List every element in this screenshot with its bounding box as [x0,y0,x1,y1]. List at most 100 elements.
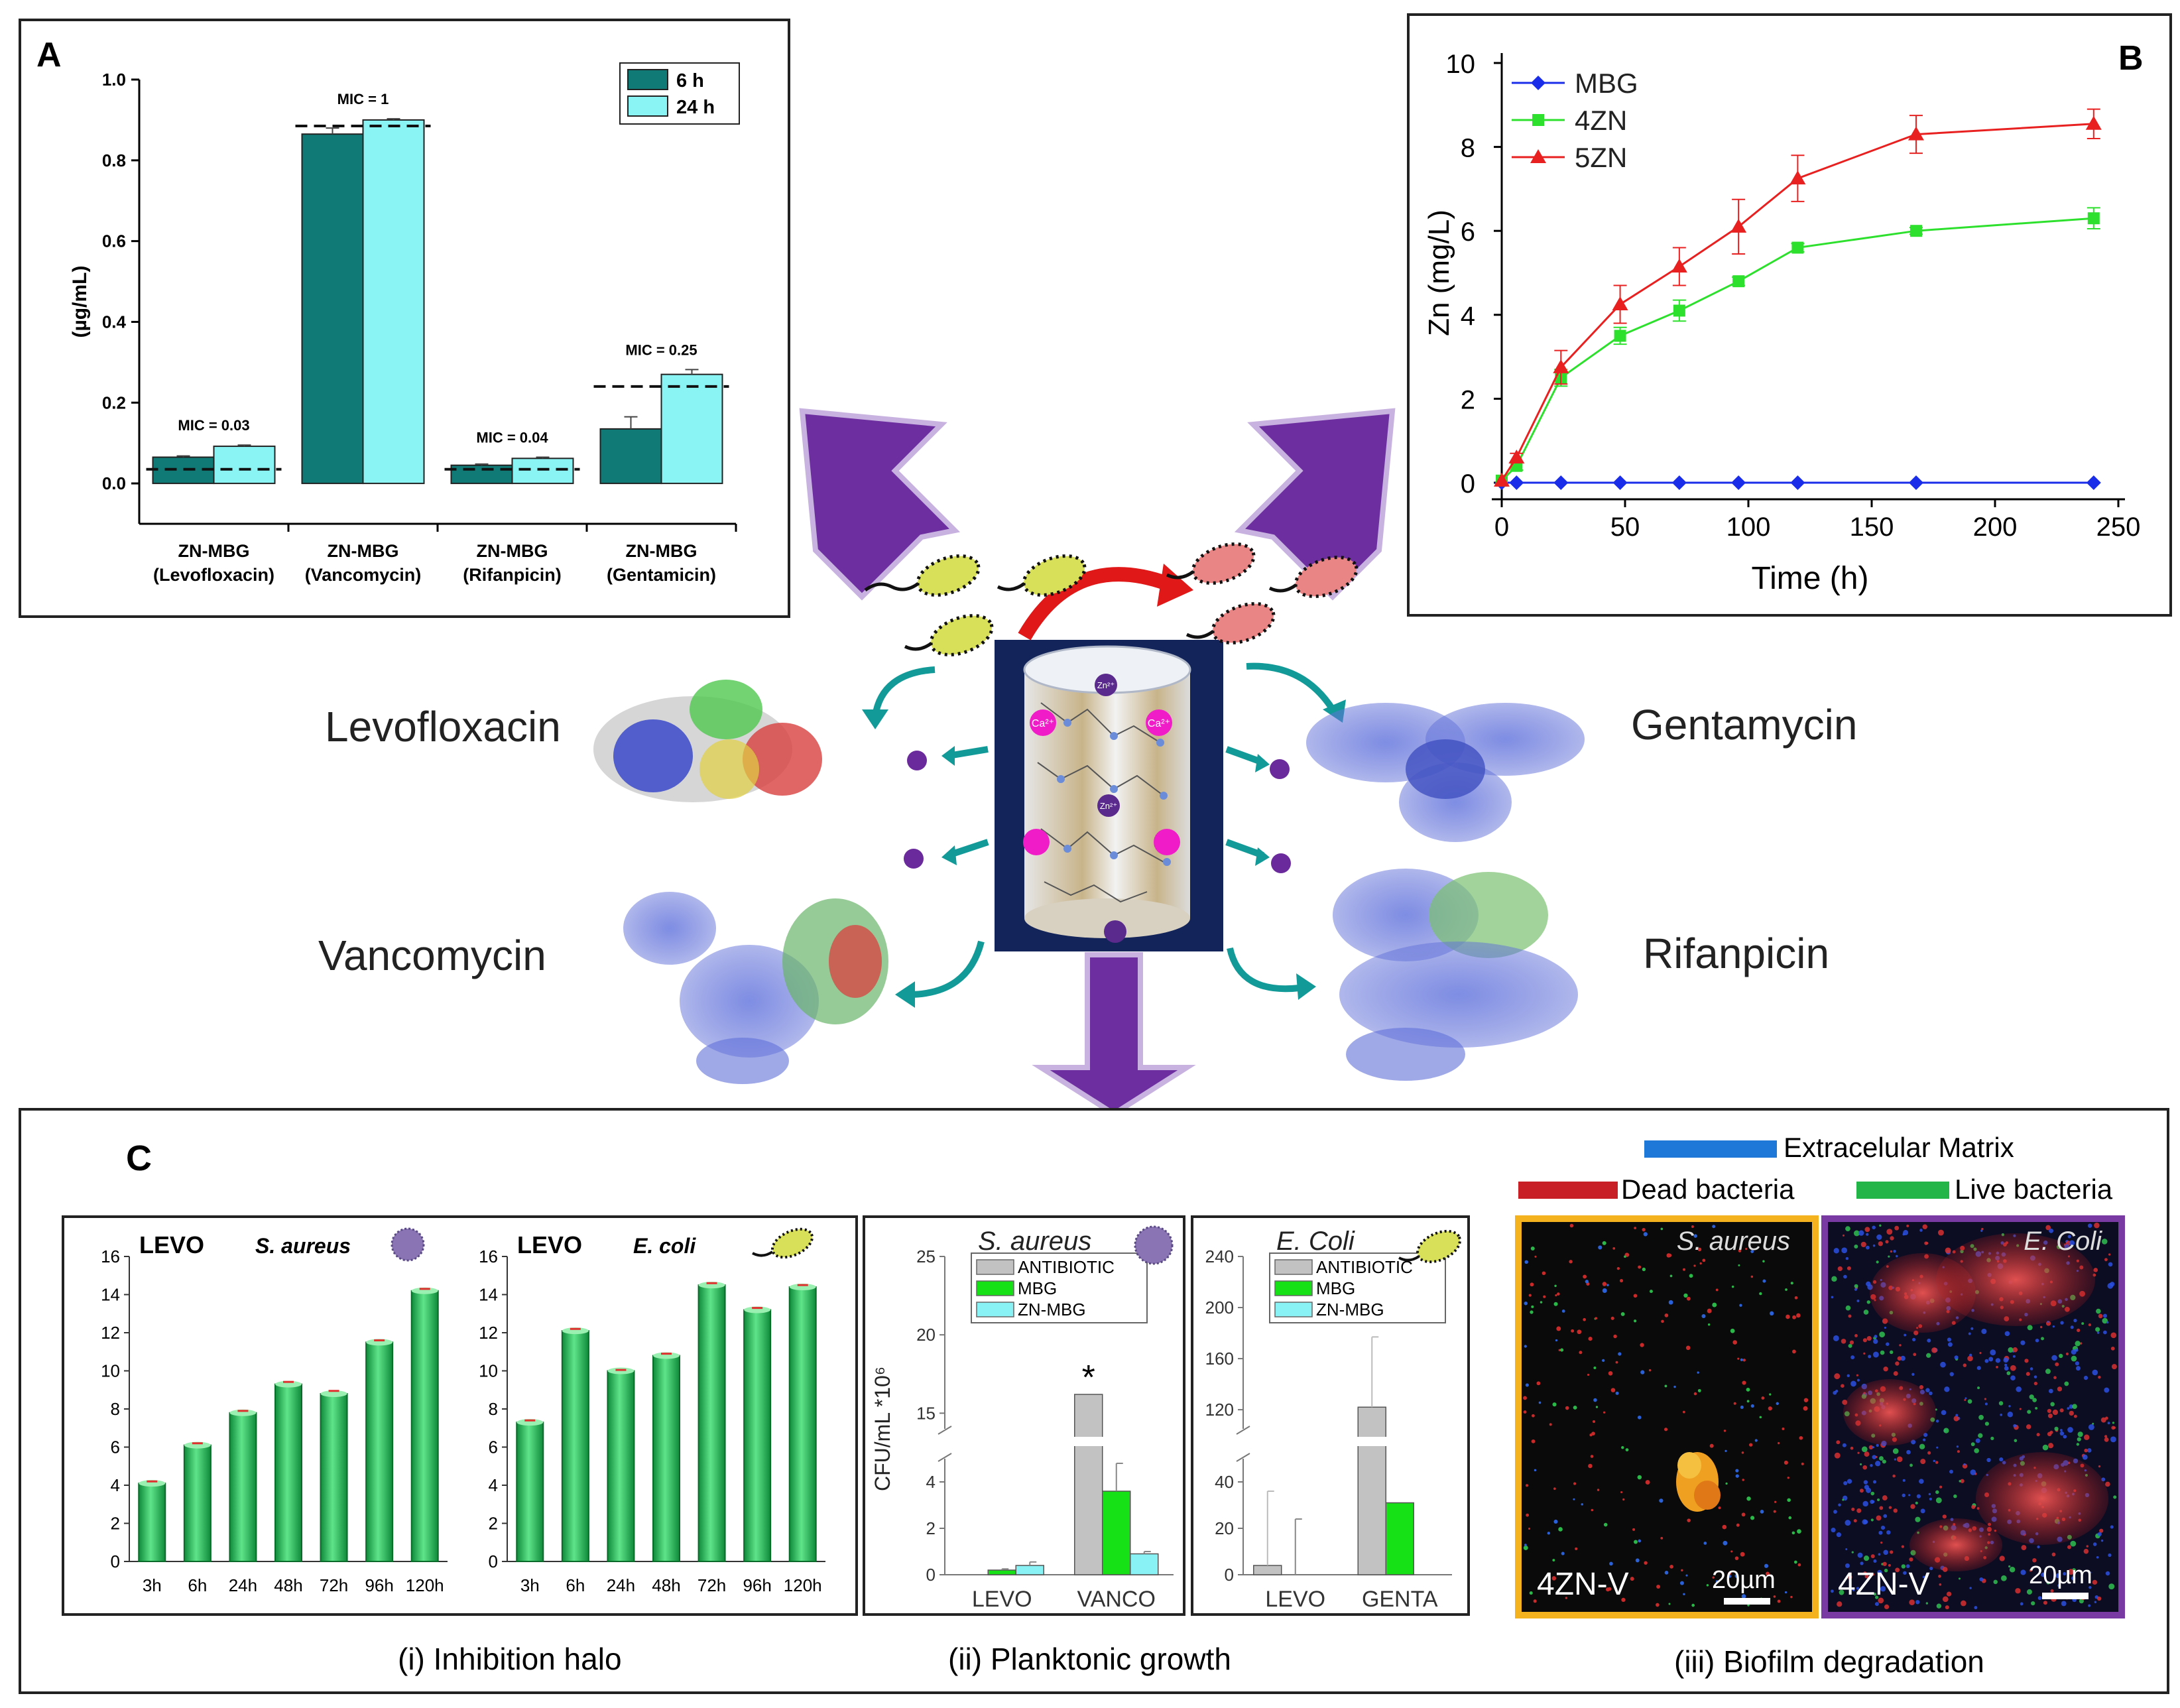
x-tick-label: ZN-MBG [477,541,548,561]
y-tick-label: 0.4 [102,312,127,332]
speckle [1679,1581,1684,1585]
speckle [1769,1393,1772,1396]
speckle [1734,1556,1739,1560]
speckle [1927,1451,1931,1455]
legend-label: MBG [1575,68,1638,99]
x-tick-label: LEVO [972,1587,1032,1612]
bacteria-dead-icon [1166,542,1359,644]
speckle [2069,1410,2074,1416]
marker-5ZN [1730,218,1747,233]
speckle [1960,1600,1967,1607]
speckle [2111,1426,2116,1430]
speckle [1849,1340,1854,1345]
marker-5ZN [1553,359,1569,373]
bar [561,1330,589,1562]
speckle [1884,1326,1886,1329]
legend-label: 6 h [676,70,704,91]
speckle [1606,1284,1609,1286]
speckle [2104,1387,2110,1393]
speckle [1910,1504,1915,1509]
speckle [2027,1410,2031,1414]
y-tick-label: 12 [479,1323,498,1343]
speckle [2051,1552,2056,1557]
speckle [1685,1345,1691,1351]
axis-break-mark [1236,1453,1250,1462]
y-tick-label: 10 [101,1361,120,1381]
speckle [1970,1442,1975,1447]
speckle [1693,1234,1697,1238]
speckle [2092,1579,2098,1585]
speckle [1709,1443,1714,1448]
caption-inhibition-halo: (i) Inhibition halo [398,1642,622,1676]
speckle [1686,1296,1691,1301]
speckle [1616,1266,1620,1270]
speckle [2089,1585,2092,1589]
speckle [1873,1559,1877,1563]
speckle [2108,1253,2111,1256]
speckle [1850,1355,1855,1360]
speckle [1878,1530,1883,1535]
marker-5ZN [1612,296,1628,310]
speckle [1879,1331,1886,1338]
speckle [2108,1553,2112,1557]
speckle [1528,1528,1531,1530]
y-tick-label: 120 [1205,1400,1234,1420]
marker-4ZN [1673,304,1685,317]
speckle [1732,1340,1738,1345]
y-tick-label: 10 [1446,50,1476,79]
speckle [1882,1459,1886,1464]
speckle [1637,1475,1642,1480]
speckle [1787,1477,1789,1479]
speckle [1588,1337,1593,1341]
speckle [1731,1285,1734,1288]
speckle [1854,1284,1858,1288]
speckle [2020,1602,2024,1606]
speckle [1774,1500,1777,1503]
speckle [2039,1325,2043,1329]
speckle [1935,1420,1939,1423]
legend-swatch [627,69,668,90]
speckle [1778,1441,1780,1445]
speckle [2000,1414,2003,1416]
speckle [1854,1288,1857,1291]
organism-label: E. coli [633,1234,696,1258]
legend-marker [1532,114,1544,126]
speckle [1577,1329,1582,1335]
x-tick-label: 48h [274,1575,302,1595]
speckle [1759,1292,1762,1296]
speckle [1863,1310,1869,1315]
bar-ANTIBIOTIC [1253,1565,1282,1575]
x-tick-label: ZN-MBG [626,541,697,561]
legend-label: 5ZN [1575,142,1627,173]
legend-swatch [976,1280,1014,1296]
legend-label-ecm: Extracelular Matrix [1784,1132,2014,1163]
speckle [1957,1450,1960,1453]
speckle [1953,1494,1957,1498]
speckle [1880,1350,1885,1355]
speckle [2043,1601,2047,1605]
biofilm-legend: Extracelular Matrix Dead bacteria Live b… [1518,1132,2113,1205]
x-tick-label: VANCO [1077,1587,1156,1612]
chart-c-i-right: 0 2 4 6 8 10 12 14 16 3h 6h 24h 48h 72h 96h 120h LEVO E. … [479,1227,825,1595]
speckle [2045,1225,2051,1231]
speckle [2084,1448,2088,1453]
speckle [2051,1355,2057,1361]
x-tick-label: 3h [143,1575,162,1595]
speckle [2102,1330,2107,1335]
speckle [2047,1408,2052,1414]
bar-6h [599,428,662,485]
axis-break-mark [938,1426,952,1435]
speckle [1870,1518,1874,1522]
marker-MBG [1790,475,1805,490]
speckle [1738,1264,1740,1266]
bar-top [275,1380,302,1388]
speckle [1947,1337,1951,1342]
speckle [1556,1326,1561,1331]
micro-left-scale: 20µm [1712,1566,1776,1594]
speckle [1669,1564,1673,1569]
speckle [1531,1305,1534,1308]
speckle [1747,1604,1750,1607]
speckle [1736,1523,1740,1527]
speckle [1591,1508,1594,1512]
